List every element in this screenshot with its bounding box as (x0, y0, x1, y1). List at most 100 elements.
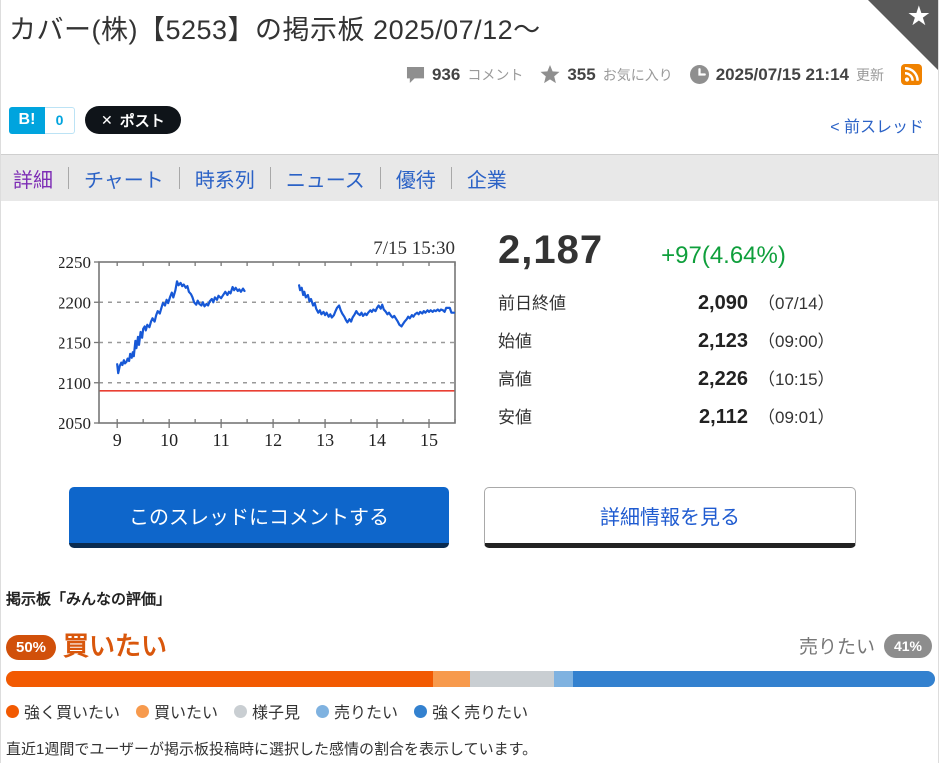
svg-text:2200: 2200 (59, 293, 91, 312)
sentiment-segment (572, 671, 935, 687)
legend-label: 買いたい (154, 705, 219, 722)
comment-icon (406, 66, 424, 83)
legend-label: 強く売りたい (432, 705, 529, 722)
svg-text:7/15 15:30: 7/15 15:30 (373, 238, 455, 259)
tab-separator (68, 167, 69, 189)
intraday-chart[interactable]: 2250 2200 2150 2100 2050 9 10 11 12 13 14 15 7/15 15… (59, 228, 461, 452)
x-logo-icon: ✕ (101, 111, 113, 128)
quote-row-time: （07/14） (758, 294, 835, 313)
tab-separator (450, 167, 452, 189)
star-icon (540, 65, 560, 84)
buy-label: 買いたい (63, 631, 168, 661)
quote-row: 前日終値 2,090 （07/14） (498, 289, 918, 327)
thread-stats: 936 コメント 355 お気に入り 2025/07/15 21:14 更新 (406, 64, 922, 85)
page-title: カバー(株)【5253】の掲示板 2025/07/12～ (9, 15, 541, 45)
quote-row-value: 2,112 (699, 406, 748, 428)
legend-label: 売りたい (334, 705, 399, 722)
favorite-ribbon[interactable]: ★ (868, 0, 938, 70)
tab-benefit[interactable]: 優待 (395, 169, 436, 192)
rss-icon[interactable] (901, 64, 922, 85)
buy-percent-badge: 50% (6, 635, 57, 660)
comment-count-label: コメント (467, 66, 524, 83)
quote-row: 安値 2,112 （09:01） (498, 403, 918, 441)
quote-row-time: （10:15） (758, 370, 835, 389)
updated-time: 2025/07/15 21:14 (715, 64, 849, 84)
svg-text:2100: 2100 (59, 374, 91, 393)
legend-dot-icon (136, 704, 150, 718)
svg-text:13: 13 (316, 430, 334, 450)
sell-label: 売りたい (798, 637, 875, 658)
view-detail-button[interactable]: 詳細情報を見る (484, 487, 856, 548)
current-price: 2,187 (498, 228, 604, 272)
prev-thread-link[interactable]: < 前スレッド (830, 119, 924, 136)
share-row: B! 0 ✕ ポスト (9, 106, 181, 134)
legend-label: 様子見 (252, 705, 301, 722)
sell-group: 売りたい 41% (799, 632, 932, 659)
favorite-count-label: お気に入り (602, 66, 673, 83)
sentiment-bar (6, 671, 935, 687)
sentiment-heading: 掲示板「みんなの評価」 (6, 591, 172, 608)
sentiment-segment (433, 671, 471, 687)
quote-row-label: 高値 (498, 370, 532, 389)
stock-nav-tabs: 詳細 チャート 時系列 ニュース 優待 企業 (1, 154, 938, 201)
x-post-label: ポスト (119, 112, 165, 130)
quote-rows: 前日終値 2,090 （07/14） 始値 2,123 （09:00） 高値 2,226 （10… (498, 289, 918, 441)
svg-text:10: 10 (160, 430, 178, 450)
sentiment-note: 直近1週間でユーザーが掲示板投稿時に選択した感情の割合を表示しています。 (6, 741, 538, 758)
svg-text:9: 9 (113, 430, 122, 450)
svg-text:15: 15 (420, 430, 438, 450)
favorite-ribbon-star-icon: ★ (906, 1, 931, 31)
quote-row: 高値 2,226 （10:15） (498, 365, 918, 403)
quote-row-time: （09:00） (758, 332, 835, 351)
comment-count: 936 (431, 64, 461, 84)
quote-row-value: 2,123 (697, 330, 748, 352)
hatena-bookmark-button[interactable]: B! 0 (9, 106, 75, 134)
legend-item: 様子見 (234, 699, 300, 723)
tab-separator (379, 167, 381, 189)
clock-icon (689, 65, 709, 84)
svg-text:2250: 2250 (59, 253, 91, 272)
sentiment-segment (6, 671, 434, 687)
sell-percent-badge: 41% (883, 633, 932, 658)
tab-company[interactable]: 企業 (466, 169, 507, 192)
quote-row-label: 前日終値 (498, 294, 566, 313)
svg-text:11: 11 (212, 430, 229, 450)
quote-panel: 2,187 +97(4.64%) 前日終値 2,090 （07/14） 始値 2,123… (498, 228, 918, 441)
updated-label: 更新 (856, 66, 884, 83)
legend-item: 強く買いたい (6, 699, 120, 723)
tab-chart[interactable]: チャート (84, 169, 164, 192)
svg-text:14: 14 (368, 430, 386, 450)
legend-label: 強く買いたい (24, 705, 121, 722)
legend-dot-icon (234, 704, 248, 718)
tab-news[interactable]: ニュース (285, 169, 365, 192)
comment-thread-button[interactable]: このスレッドにコメントする (69, 487, 449, 548)
favorite-count: 355 (567, 64, 596, 84)
tab-separator (269, 167, 271, 189)
quote-row-label: 安値 (498, 408, 532, 427)
legend-dot-icon (6, 704, 19, 718)
quote-row-label: 始値 (498, 332, 532, 351)
hatena-count: 0 (45, 106, 75, 134)
hatena-b-icon: B! (9, 106, 45, 134)
legend-item: 強く売りたい (414, 699, 528, 723)
svg-text:2150: 2150 (59, 334, 91, 353)
quote-row-time: （09:01） (758, 408, 835, 427)
legend-item: 買いたい (136, 699, 218, 723)
legend-item: 売りたい (316, 699, 398, 723)
legend-dot-icon (316, 704, 330, 718)
svg-text:2050: 2050 (59, 414, 91, 433)
quote-row-value: 2,090 (697, 292, 748, 314)
sentiment-legend: 強く買いたい 買いたい 様子見 売りたい 強く売りたい (6, 699, 528, 723)
quote-row-value: 2,226 (697, 368, 748, 390)
x-post-button[interactable]: ✕ ポスト (85, 106, 181, 134)
tab-detail[interactable]: 詳細 (13, 169, 53, 192)
sentiment-segment (470, 671, 555, 687)
svg-text:12: 12 (264, 430, 282, 450)
sentiment-segment (554, 671, 573, 687)
legend-dot-icon (414, 704, 428, 718)
tab-separator (178, 167, 180, 189)
price-change: +97(4.64%) (661, 242, 786, 269)
quote-row: 始値 2,123 （09:00） (498, 327, 918, 365)
tab-timeseries[interactable]: 時系列 (194, 169, 255, 192)
